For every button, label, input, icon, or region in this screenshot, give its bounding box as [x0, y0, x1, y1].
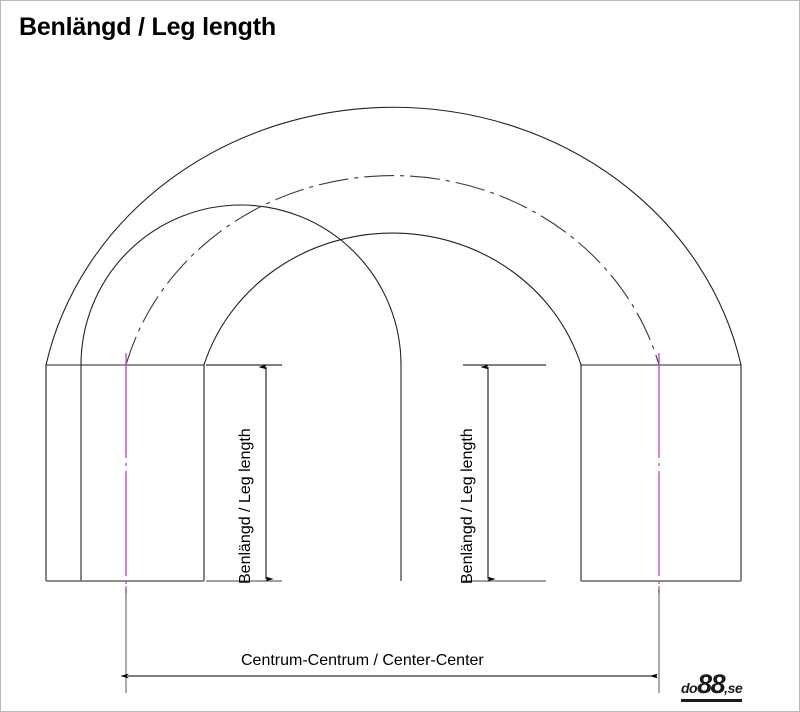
leg-length-dimension-label-right: Benlängd / Leg length: [459, 428, 476, 584]
hose-inner-arc: [203, 232, 582, 366]
logo-suffix-text: ,se: [724, 680, 743, 696]
hose-outer-profile: [80, 204, 402, 581]
logo-prefix-text: do: [681, 680, 698, 696]
hose-outer-arc: [45, 106, 742, 366]
leg-length-dimension-label-left: Benlängd / Leg length: [237, 428, 254, 584]
do88-logo: do 88 ,se: [681, 669, 743, 702]
page-title: Benlängd / Leg length: [19, 13, 276, 41]
bend-centerline-arc: [125, 175, 660, 366]
logo-number-text: 88: [697, 669, 726, 699]
center-to-center-dimension-label: Centrum-Centrum / Center-Center: [241, 652, 484, 669]
